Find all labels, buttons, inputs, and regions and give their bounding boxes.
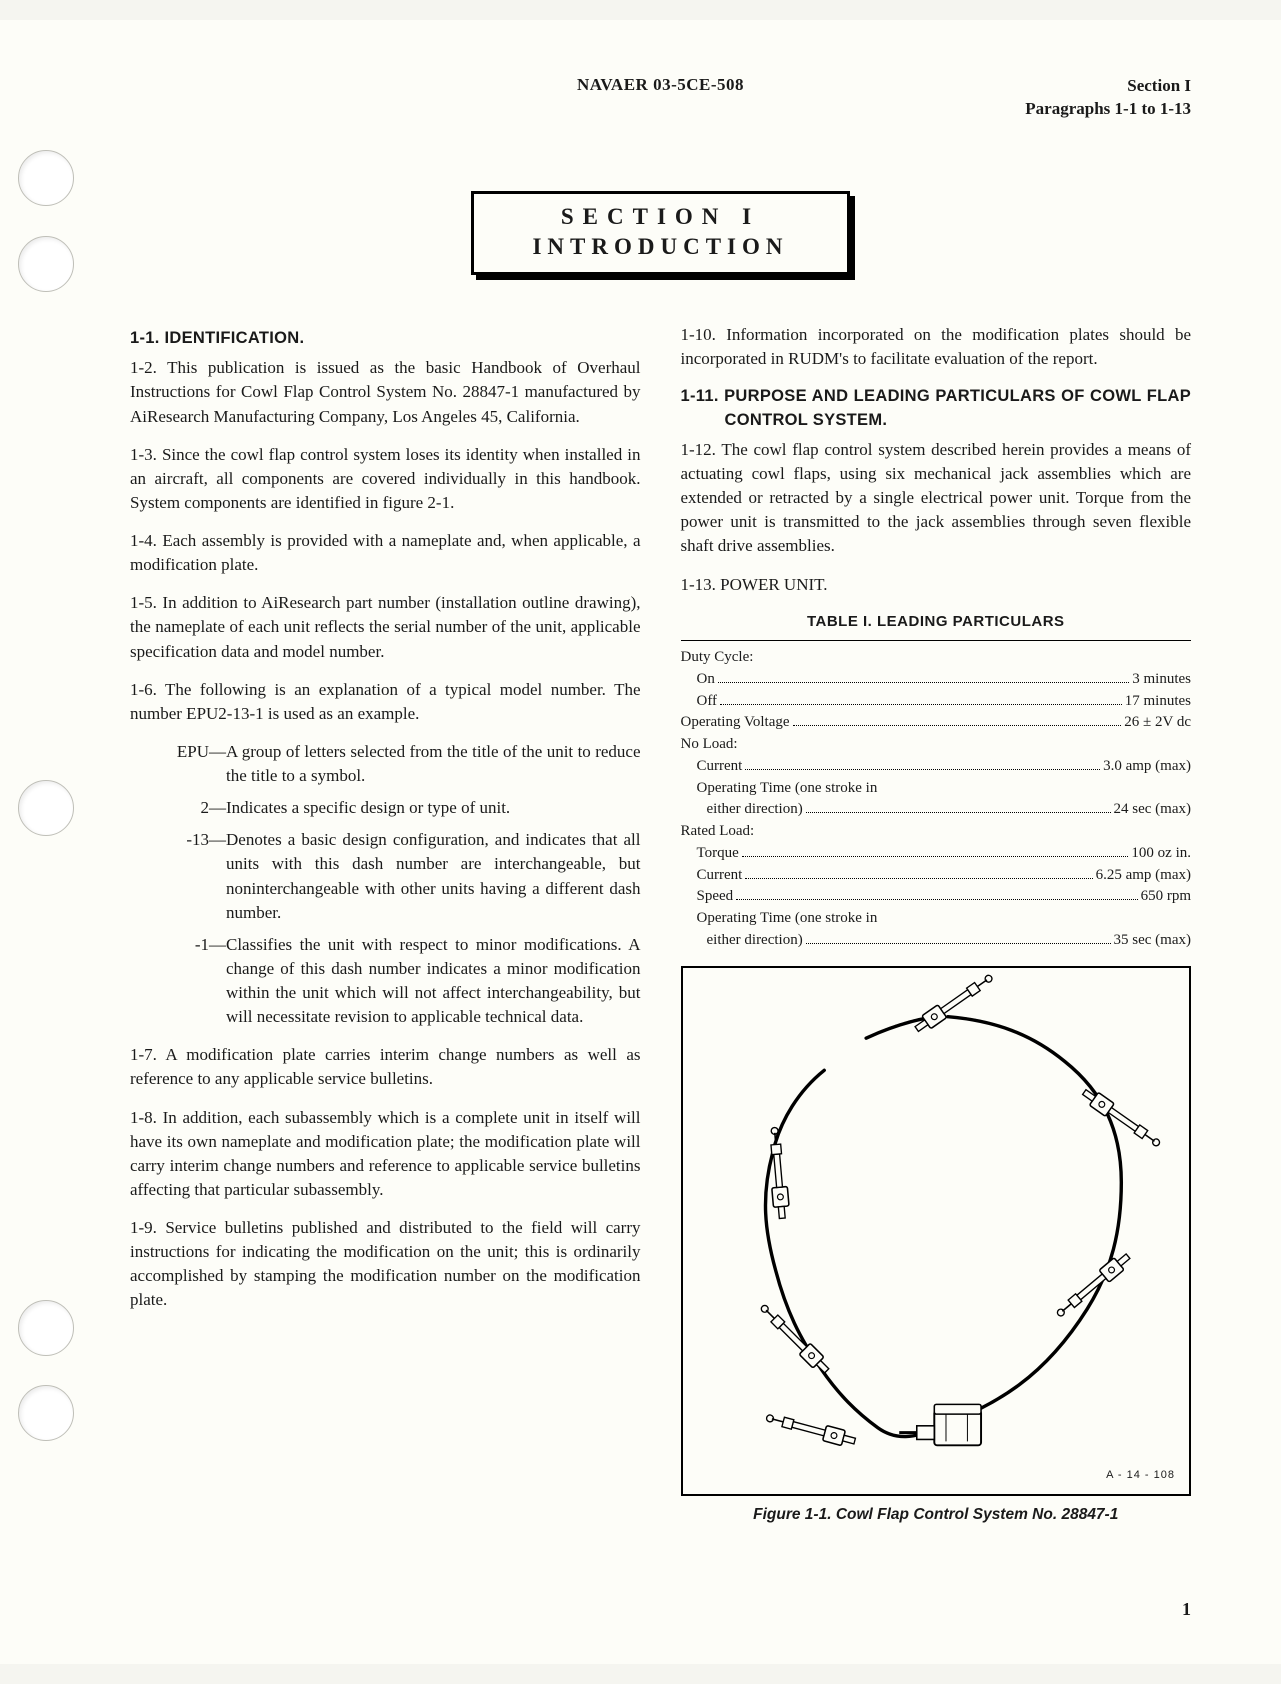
para-1-7: 1-7. A modification plate carries interi…: [130, 1043, 641, 1091]
table-value: 17 minutes: [1125, 691, 1191, 713]
heading-1-11: 1-11. PURPOSE AND LEADING PARTICULARS OF…: [725, 385, 1192, 432]
def-row: 2—Indicates a specific design or type of…: [170, 796, 641, 820]
punch-hole: [18, 1385, 74, 1441]
leader-dots: [806, 812, 1111, 813]
doc-id: NAVAER 03-5CE-508: [484, 75, 838, 95]
table-label: Operating Time (one stroke in: [697, 778, 878, 800]
table-value: 35 sec (max): [1114, 930, 1191, 952]
punch-holes: [0, 20, 90, 1664]
table-row: Operating Voltage 26 ± 2V dc: [681, 712, 1192, 734]
figure-caption: Figure 1-1. Cowl Flap Control System No.…: [681, 1504, 1192, 1526]
para-1-2: 1-2. This publication is issued as the b…: [130, 356, 641, 428]
def-row: -1—Classifies the unit with respect to m…: [170, 933, 641, 1030]
table-group-label: Duty Cycle:: [681, 647, 1192, 669]
para-1-3: 1-3. Since the cowl flap control system …: [130, 443, 641, 515]
table-group-label: Rated Load:: [681, 821, 1192, 843]
leader-dots: [736, 899, 1137, 900]
left-column: 1-1. IDENTIFICATION. 1-2. This publicati…: [130, 323, 641, 1526]
para-1-12: 1-12. The cowl flap control system descr…: [681, 438, 1192, 559]
leader-dots: [720, 704, 1122, 705]
punch-hole: [18, 236, 74, 292]
leader-dots: [745, 769, 1100, 770]
table-label: Current: [697, 865, 743, 887]
para-1-5: 1-5. In addition to AiResearch part numb…: [130, 591, 641, 663]
page-header: NAVAER 03-5CE-508 Section I Paragraphs 1…: [130, 75, 1191, 121]
table-label: Operating Voltage: [681, 712, 790, 734]
table-value: 26 ± 2V dc: [1124, 712, 1191, 734]
table-value: 100 oz in.: [1131, 843, 1191, 865]
table-value: 3.0 amp (max): [1103, 756, 1191, 778]
table-label: Current: [697, 756, 743, 778]
table-label: either direction): [707, 930, 803, 952]
table-row: Current 6.25 amp (max): [681, 865, 1192, 887]
table-value: 650 rpm: [1141, 886, 1191, 908]
table-row: either direction) 24 sec (max): [681, 799, 1192, 821]
def-key: EPU—: [170, 740, 226, 788]
def-val: A group of letters selected from the tit…: [226, 740, 641, 788]
page-number: 1: [1182, 1599, 1191, 1620]
leader-dots: [745, 878, 1092, 879]
model-number-defs: EPU—A group of letters selected from the…: [170, 740, 641, 1029]
leading-particulars-table: Duty Cycle:On3 minutesOff17 minutesOpera…: [681, 640, 1192, 952]
table-label: Speed: [697, 886, 734, 908]
table-row: Torque 100 oz in.: [681, 843, 1192, 865]
punch-hole: [18, 150, 74, 206]
header-section: Section I: [837, 75, 1191, 98]
section-title-line2: INTRODUCTION: [532, 234, 788, 260]
punch-hole: [18, 780, 74, 836]
table-value: 24 sec (max): [1114, 799, 1191, 821]
heading-1-1: 1-1. IDENTIFICATION.: [130, 327, 641, 350]
table-row: Off 17 minutes: [681, 691, 1192, 713]
page: NAVAER 03-5CE-508 Section I Paragraphs 1…: [0, 20, 1281, 1664]
table-label: On: [697, 669, 715, 691]
table-row: Current 3.0 amp (max): [681, 756, 1192, 778]
section-title-line1: SECTION I: [532, 204, 788, 230]
leader-dots: [718, 682, 1129, 683]
leader-dots: [793, 725, 1122, 726]
header-paragraphs: Paragraphs 1-1 to 1-13: [837, 98, 1191, 121]
def-row: -13—Denotes a basic design configuration…: [170, 828, 641, 925]
figure-ref-number: A - 14 - 108: [1106, 1468, 1175, 1484]
table-group-label: No Load:: [681, 734, 1192, 756]
para-1-8: 1-8. In addition, each subassembly which…: [130, 1106, 641, 1203]
para-1-4: 1-4. Each assembly is provided with a na…: [130, 529, 641, 577]
def-key: 2—: [170, 796, 226, 820]
def-row: EPU—A group of letters selected from the…: [170, 740, 641, 788]
table-label: Torque: [697, 843, 739, 865]
punch-hole: [18, 1300, 74, 1356]
def-val: Denotes a basic design configuration, an…: [226, 828, 641, 925]
content-columns: 1-1. IDENTIFICATION. 1-2. This publicati…: [130, 323, 1191, 1526]
right-column: 1-10. Information incorporated on the mo…: [681, 323, 1192, 1526]
table-title: TABLE I. LEADING PARTICULARS: [681, 611, 1192, 632]
def-val: Classifies the unit with respect to mino…: [226, 933, 641, 1030]
leader-dots: [742, 856, 1129, 857]
para-1-13: 1-13. POWER UNIT.: [681, 573, 1192, 597]
cowl-flap-diagram: [683, 968, 1190, 1494]
def-val: Indicates a specific design or type of u…: [226, 796, 641, 820]
para-1-9: 1-9. Service bulletins published and dis…: [130, 1216, 641, 1313]
table-value: 6.25 amp (max): [1096, 865, 1191, 887]
figure-1-1: A - 14 - 108: [681, 966, 1192, 1496]
table-label: either direction): [707, 799, 803, 821]
table-row: either direction) 35 sec (max): [681, 930, 1192, 952]
table-row: Operating Time (one stroke in: [681, 778, 1192, 800]
def-key: -13—: [170, 828, 226, 925]
leader-dots: [806, 943, 1111, 944]
table-row: Operating Time (one stroke in: [681, 908, 1192, 930]
table-label: Operating Time (one stroke in: [697, 908, 878, 930]
def-key: -1—: [170, 933, 226, 1030]
table-label: Off: [697, 691, 718, 713]
table-row: Speed 650 rpm: [681, 886, 1192, 908]
section-title-box: SECTION I INTRODUCTION: [130, 191, 1191, 275]
table-value: 3 minutes: [1132, 669, 1191, 691]
para-1-6: 1-6. The following is an explanation of …: [130, 678, 641, 726]
table-row: On 3 minutes: [681, 669, 1192, 691]
para-1-10: 1-10. Information incorporated on the mo…: [681, 323, 1192, 371]
